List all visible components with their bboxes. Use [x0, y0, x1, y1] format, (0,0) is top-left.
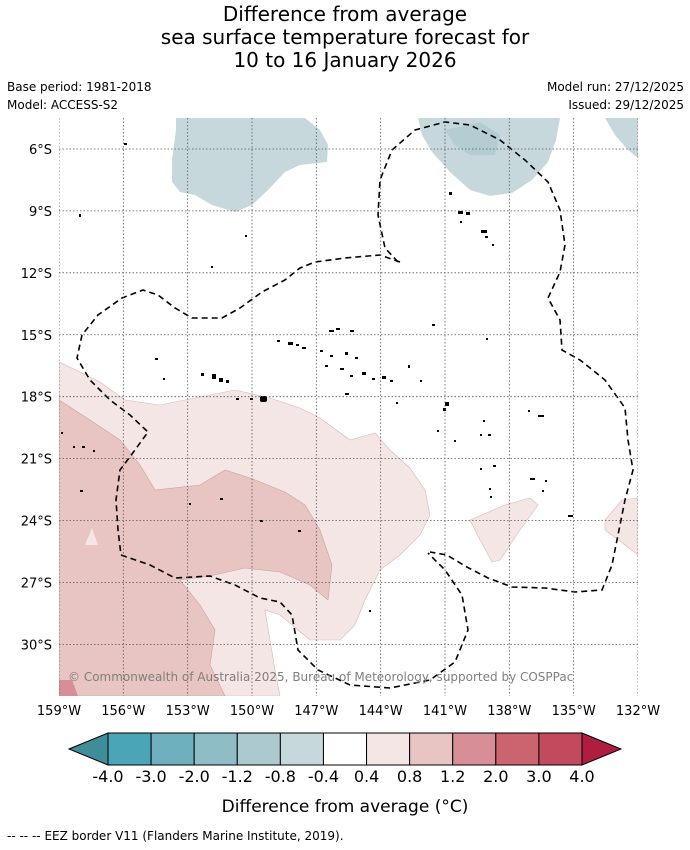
colorbar-tick-label: 0.8 [397, 767, 422, 786]
lon-tick-label: 159°W [37, 704, 81, 719]
colorbar-segment [236, 732, 281, 766]
lat-tick-label: 27°S [21, 576, 52, 591]
lat-tick-label: 6°S [29, 143, 52, 158]
colorbar-tick-label: -0.8 [265, 767, 296, 786]
colorbar-label-text: Difference from average [221, 797, 430, 817]
colorbar-tick-label: 1.2 [440, 767, 465, 786]
warm-anomaly-hole [85, 528, 98, 545]
map-area: © Commonwealth of Australia 2025, Bureau… [59, 118, 638, 696]
lat-tick-label: 30°S [21, 638, 52, 653]
colorbar-tick-label: -0.4 [308, 767, 339, 786]
lon-tick-label: 156°W [101, 704, 145, 719]
lon-tick-label: 141°W [423, 704, 467, 719]
lat-tick-label: 18°S [21, 391, 52, 406]
lat-tick-label: 21°S [21, 453, 52, 468]
colorbar-tick-label: -2.0 [179, 767, 210, 786]
base-period: Base period: 1981-2018 [7, 80, 152, 94]
colorbar-tick-label: 0.4 [354, 767, 379, 786]
colorbar-ticks: -4.0 -3.0 -2.0 -1.2 -0.8 -0.4 0.4 0.8 1.2 2.0 3.0 4… [92, 767, 594, 786]
lat-tick-label: 12°S [21, 267, 52, 282]
colorbar-arrow-right [581, 732, 623, 766]
eez-legend-text: EEZ border V11 (Flanders Marine Institut… [44, 829, 344, 843]
model-run: Model run: 27/12/2025 [546, 80, 684, 94]
colorbar-tick-label: -3.0 [135, 767, 166, 786]
colorbar-tick-label: 4.0 [569, 767, 594, 786]
lon-tick-label: 138°W [487, 704, 531, 719]
longitude-labels: 159°W 156°W 153°W 150°W 147°W 144°W 141°W 138°W… [37, 704, 660, 719]
lon-tick-label: 153°W [166, 704, 210, 719]
warm-anomaly-region-east [469, 497, 539, 563]
lat-tick-label: 9°S [29, 205, 52, 220]
lon-tick-label: 150°W [230, 704, 274, 719]
meta-left: Base period: 1981-2018 Model: ACCESS-S2 [7, 78, 152, 114]
latitude-labels: 6°S 9°S 12°S 15°S 18°S 21°S 24°S 27°S 30°S [21, 143, 52, 653]
title-line-2: sea surface temperature forecast for [160, 25, 530, 49]
lat-tick-label: 15°S [21, 329, 52, 344]
title-line-3: 10 to 16 January 2026 [233, 48, 457, 72]
eez-border-west [76, 254, 469, 689]
colorbar-segment [452, 732, 497, 766]
colorbar-segment [366, 732, 411, 766]
colorbar-label: Difference from average (°C) [0, 797, 690, 817]
issued-date: Issued: 29/12/2025 [568, 98, 684, 112]
lon-tick-label: 132°W [616, 704, 660, 719]
eez-border-east [377, 121, 634, 593]
colorbar-segment [107, 732, 152, 766]
colorbar-segment [538, 732, 583, 766]
colorbar-tick-label: -4.0 [92, 767, 123, 786]
colorbar-segments [107, 732, 583, 766]
colorbar-segment [322, 732, 368, 766]
cool-anomaly-region-corner [605, 118, 638, 158]
lon-tick-label: 147°W [294, 704, 338, 719]
colorbar-segment [495, 732, 540, 766]
cool-anomaly-region-north-east-core [445, 122, 500, 155]
warm-anomaly-region-far-east [604, 497, 638, 556]
colorbar-tick-label: -1.2 [222, 767, 253, 786]
colorbar-tick-label: 3.0 [526, 767, 551, 786]
title-line-1: Difference from average [222, 2, 468, 26]
lon-tick-label: 135°W [552, 704, 596, 719]
colorbar-label-unit: (°C) [434, 797, 469, 817]
colorbar-tick-label: 2.0 [483, 767, 508, 786]
model-name: Model: ACCESS-S2 [7, 98, 119, 112]
meta-right: Model run: 27/12/2025 Issued: 29/12/2025 [547, 78, 684, 114]
warm-anomaly-region-corner [59, 680, 78, 696]
copyright-notice: © Commonwealth of Australia 2025, Bureau… [68, 670, 573, 684]
islands [61, 143, 573, 612]
colorbar-segment [409, 732, 454, 766]
footer-legend: -- -- -- EEZ border V11 (Flanders Marine… [7, 829, 344, 843]
colorbar-segment [150, 732, 195, 766]
eez-legend-symbol: -- -- -- [7, 829, 41, 843]
colorbar: -4.0 -3.0 -2.0 -1.2 -0.8 -0.4 0.4 0.8 1.2 2.0 3.0 4… [67, 732, 623, 786]
cool-anomaly-region-north [172, 118, 328, 212]
colorbar-arrow-left [67, 732, 109, 766]
colorbar-segment [193, 732, 238, 766]
lon-tick-label: 144°W [359, 704, 403, 719]
colorbar-segment [279, 732, 324, 766]
lat-tick-label: 24°S [21, 515, 52, 530]
map-title: Difference from average sea surface temp… [0, 3, 690, 72]
